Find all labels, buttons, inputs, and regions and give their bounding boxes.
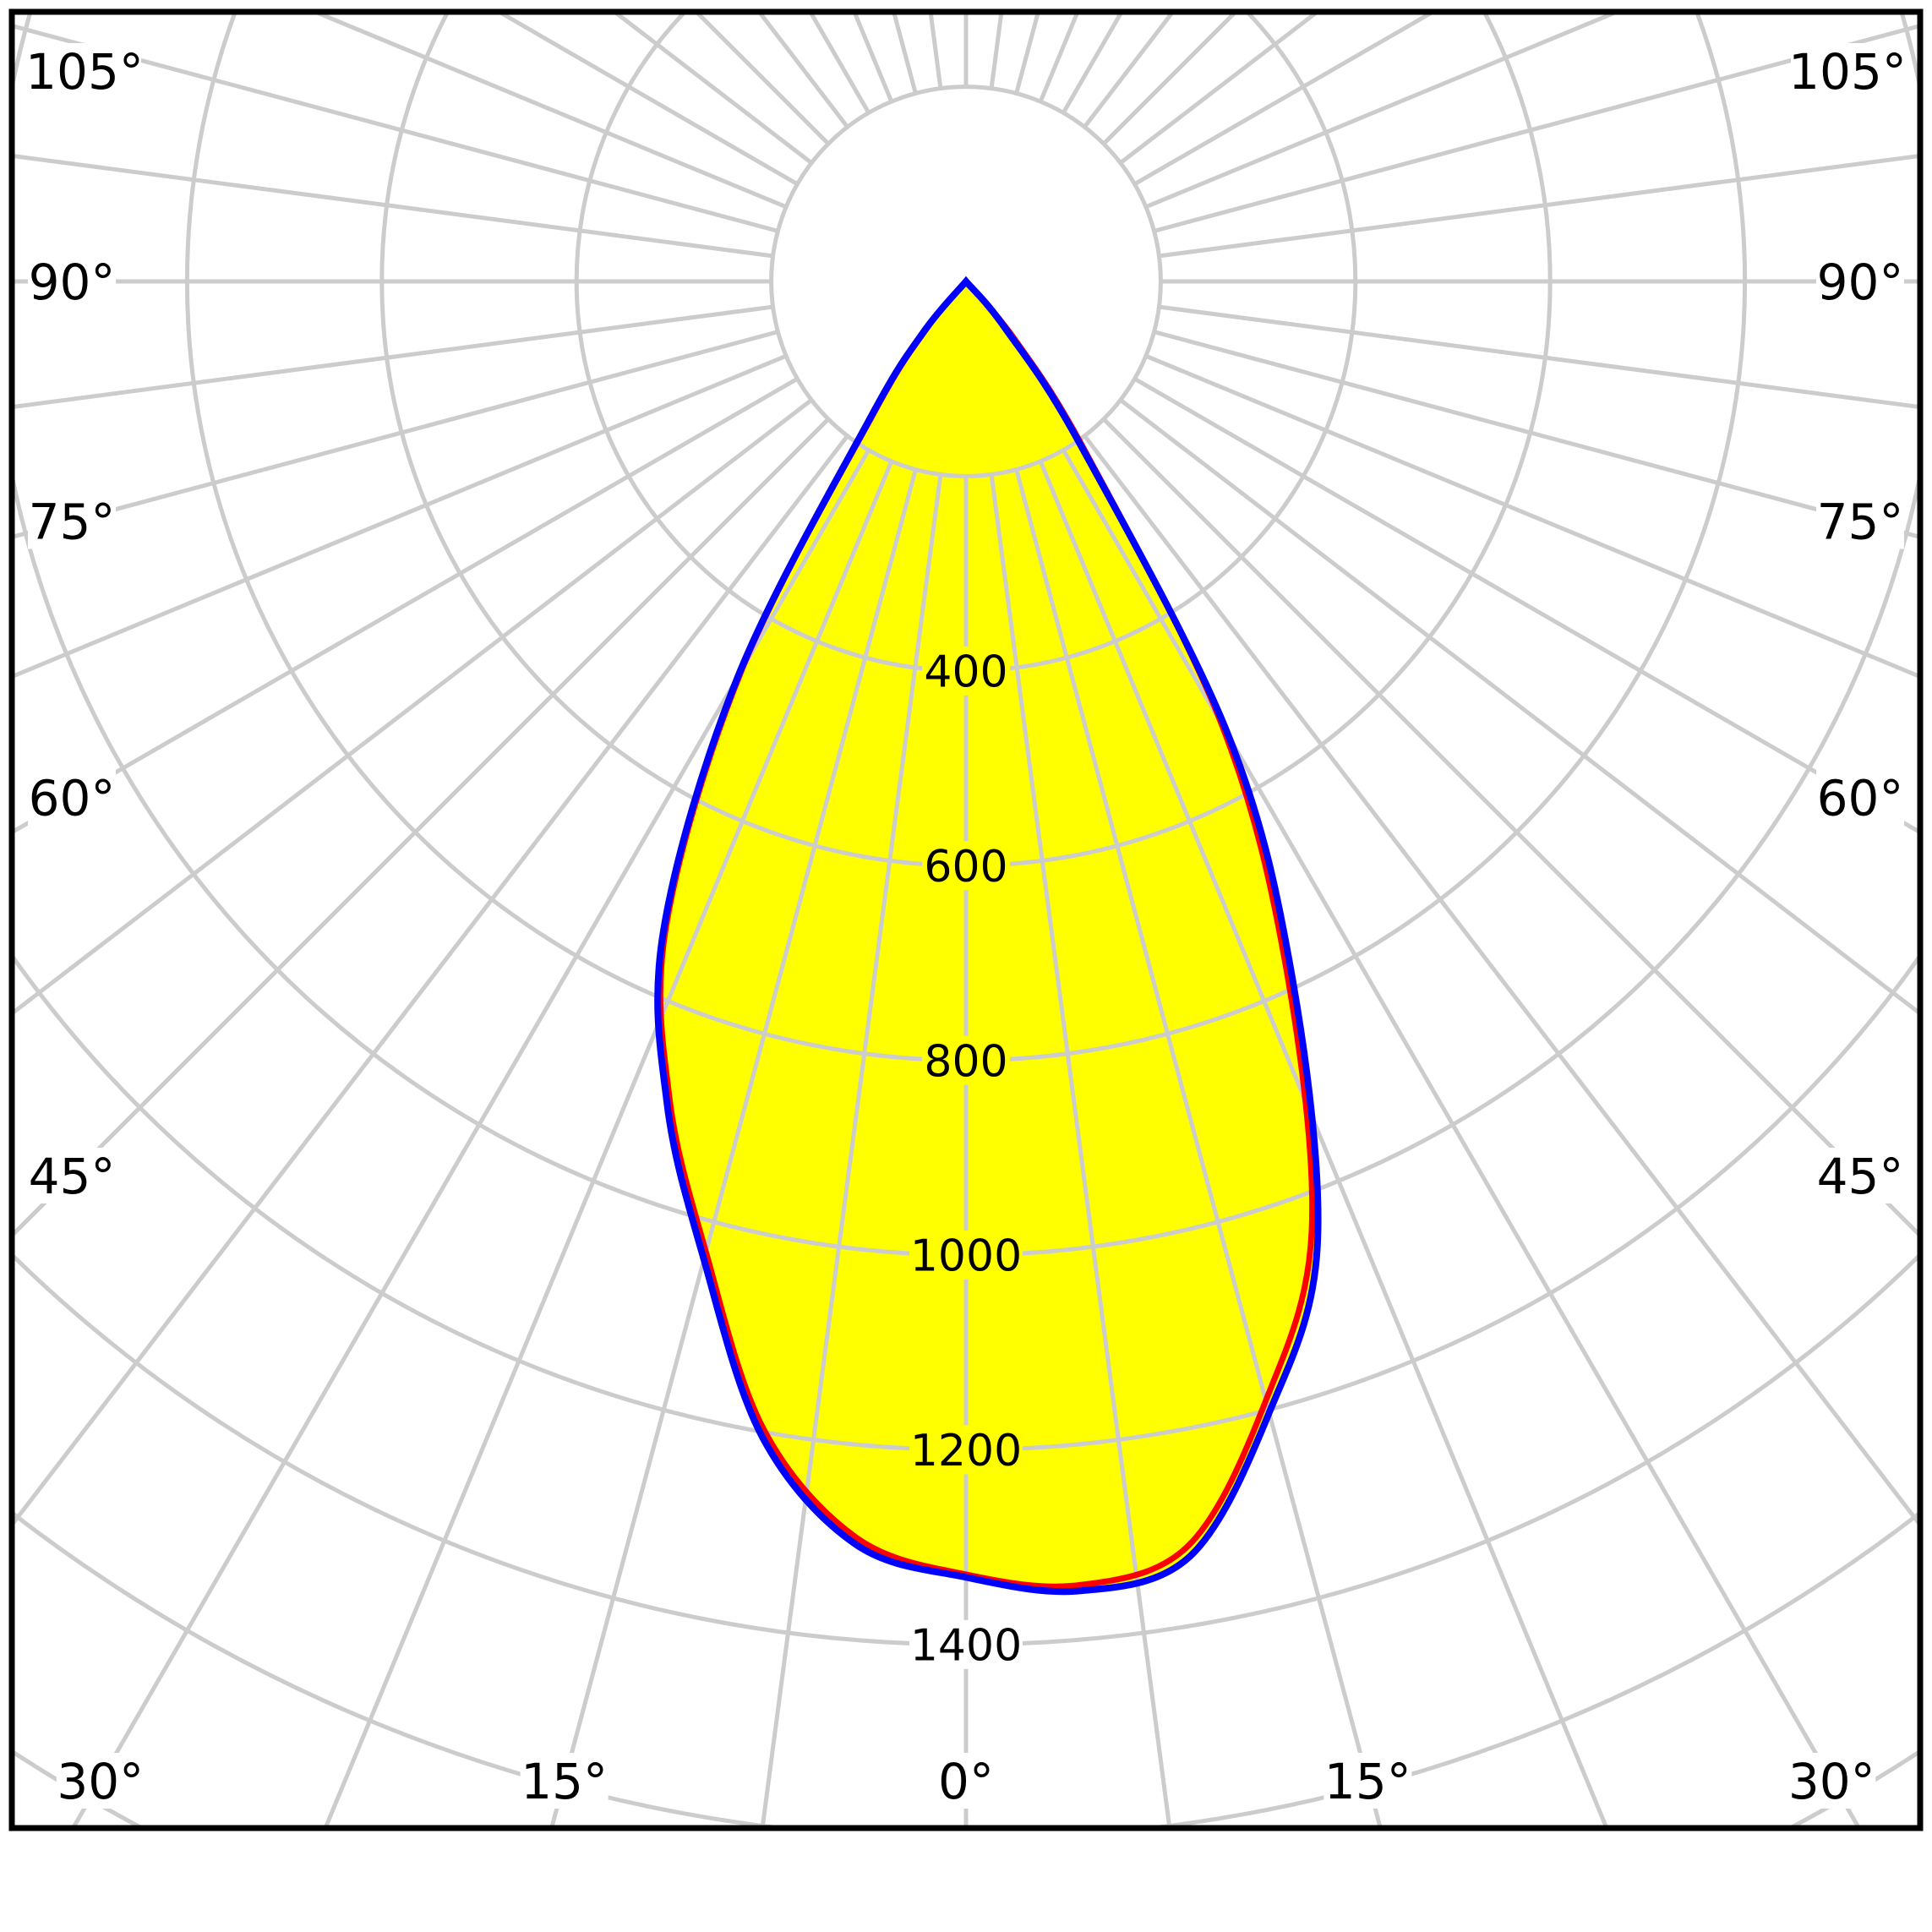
blue-curve: [654, 276, 1322, 1596]
grid-spoke: [1159, 304, 1918, 409]
grid-spoke: [1153, 24, 1918, 233]
grid-spoke: [1083, 434, 1918, 1525]
grid-spoke: [14, 377, 799, 833]
grid-spoke: [1133, 377, 1918, 833]
angle-tick-label: 30°: [57, 1753, 144, 1810]
angle-tick-label: 60°: [1817, 770, 1904, 827]
grid-spoke: [324, 460, 894, 1826]
angle-tick-label: 60°: [29, 770, 116, 827]
angle-tick-label: 45°: [1817, 1148, 1904, 1205]
angle-tick-label: 15°: [1324, 1753, 1411, 1810]
grid-spoke: [1144, 353, 1918, 679]
angle-tick-label: 30°: [1788, 1753, 1875, 1810]
angle-tick-label: 105°: [1788, 43, 1907, 101]
radial-tick-label: 1200: [910, 1426, 1022, 1476]
grid-spoke: [1144, 14, 1617, 210]
angle-tick-label: 90°: [1817, 254, 1904, 311]
angle-tick-label: 0°: [938, 1753, 994, 1810]
grid-spoke: [14, 353, 788, 679]
grid-spoke: [1133, 14, 1433, 186]
grid-spoke: [1014, 468, 1383, 1826]
grid-spoke: [549, 468, 918, 1826]
radial-tick-label: 600: [924, 842, 1007, 892]
grid-spoke: [1153, 330, 1918, 539]
grid-spoke: [14, 24, 779, 233]
grid-spoke: [989, 474, 1172, 1826]
grid-spoke: [760, 474, 943, 1826]
angle-tick-label: 15°: [521, 1753, 608, 1810]
grid-spoke: [1102, 418, 1918, 1236]
plot-frame: [8, 8, 1924, 1831]
grid-spoke: [14, 330, 779, 539]
radial-tick-label: 1400: [910, 1621, 1022, 1672]
grid-spoke: [14, 398, 813, 1015]
grid-spoke: [315, 14, 788, 210]
grid-spoke: [499, 14, 799, 186]
angle-tick-label: 90°: [29, 254, 116, 311]
grid-spoke: [1038, 460, 1608, 1826]
grid-spoke: [14, 154, 773, 259]
grid-spoke: [14, 304, 773, 409]
grid-spoke: [1119, 398, 1918, 1015]
radial-tick-label: 800: [924, 1036, 1007, 1087]
angle-tick-label: 75°: [1817, 493, 1904, 550]
grid-spoke: [72, 449, 870, 1826]
tick-labels: 400 600 800 1000 1200 1400 0° 15° 15° 30° 30° 45° 45…: [25, 43, 1907, 1810]
angle-tick-label: 75°: [29, 493, 116, 550]
grid-spoke: [14, 434, 849, 1525]
angle-tick-label: 105°: [25, 43, 144, 101]
radial-tick-label: 400: [924, 647, 1007, 698]
grid-spoke: [14, 418, 830, 1236]
radial-tick-label: 1000: [910, 1231, 1022, 1282]
grid-spoke: [1159, 154, 1918, 259]
angle-tick-label: 45°: [29, 1148, 116, 1205]
